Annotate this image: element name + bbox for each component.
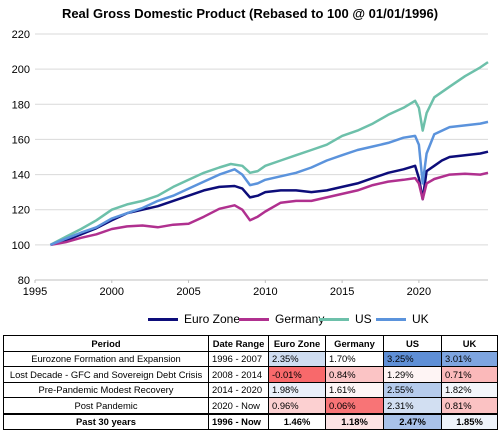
growth-value-cell: 1.46%: [268, 412, 326, 430]
date-range-cell: 2014 - 2020: [208, 381, 269, 398]
growth-value-cell: 1.61%: [325, 381, 384, 398]
growth-value-cell: 0.96%: [268, 397, 326, 414]
legend-label: UK: [412, 312, 429, 326]
legend-item-us: US: [319, 312, 372, 326]
growth-value-cell: 0.81%: [441, 397, 498, 414]
table-row: Pre-Pandemic Modest Recovery 2014 - 2020 1…: [3, 381, 498, 398]
series-line-germany: [50, 171, 489, 247]
x-tick-label: 2000: [100, 286, 124, 298]
legend-label: Germany: [275, 312, 325, 326]
period-cell: Post Pandemic: [3, 397, 209, 414]
period-cell: Past 30 years: [3, 412, 209, 430]
chart-title: Real Gross Domestic Product (Rebased to …: [61, 6, 439, 21]
growth-value-cell: 1.29%: [383, 366, 442, 383]
header-euro-zone: Euro Zone: [268, 335, 326, 352]
legend-item-euro-zone: Euro Zone: [148, 312, 240, 326]
date-range-cell: 1996 - 2007: [208, 350, 269, 367]
growth-value-cell: 0.71%: [441, 366, 498, 383]
y-tick-label: 120: [12, 205, 30, 217]
y-tick-label: 160: [12, 134, 30, 146]
table-row: Eurozone Formation and Expansion 1996 - 2…: [3, 350, 498, 367]
y-tick-label: 80: [18, 275, 30, 287]
growth-value-cell: 2.35%: [268, 350, 326, 367]
table-row: Post Pandemic 2020 - Now 0.96% 0.06% 2.31% 0.…: [3, 397, 498, 414]
period-cell: Lost Decade - GFC and Sovereign Debt Cri…: [3, 366, 209, 383]
date-range-cell: 2020 - Now: [208, 397, 269, 414]
legend-label: US: [355, 312, 372, 326]
legend-label: Euro Zone: [184, 312, 241, 326]
growth-value-cell: 1.98%: [268, 381, 326, 398]
growth-value-cell: 0.84%: [325, 366, 384, 383]
growth-value-cell: 1.18%: [325, 412, 384, 430]
y-tick-label: 100: [12, 240, 30, 252]
growth-value-cell: 2.55%: [383, 381, 442, 398]
header-us: US: [383, 335, 442, 352]
growth-value-cell: 2.31%: [383, 397, 442, 414]
period-cell: Pre-Pandemic Modest Recovery: [3, 381, 209, 398]
x-tick-label: 2020: [407, 286, 431, 298]
table-row: Lost Decade - GFC and Sovereign Debt Cri…: [3, 366, 498, 383]
growth-value-cell: 3.25%: [383, 350, 442, 367]
date-range-cell: 1996 - Now: [208, 412, 269, 430]
series-line-us: [49, 61, 489, 247]
table-header-row: Period Date Range Euro Zone Germany US U…: [3, 335, 498, 352]
y-tick-label: 200: [12, 64, 30, 76]
series-line-euro-zone: [50, 150, 489, 247]
growth-value-cell: 1.70%: [325, 350, 384, 367]
x-tick-label: 2005: [176, 286, 200, 298]
table-total-row: Past 30 years 1996 - Now 1.46% 1.18% 2.47% 1.…: [3, 412, 498, 430]
line-chart: 80 100 120 140 160 180 200 220 1995 2000 2005 2010 2…: [12, 29, 489, 298]
x-tick-label: 1995: [23, 286, 47, 298]
legend-swatch: [376, 317, 406, 321]
date-range-cell: 2008 - 2014: [208, 366, 269, 383]
growth-rate-table: Period Date Range Euro Zone Germany US U…: [3, 335, 498, 430]
growth-value-cell: 1.85%: [441, 412, 498, 430]
growth-value-cell: 0.06%: [325, 397, 384, 414]
header-date-range: Date Range: [208, 335, 269, 352]
chart-legend: Euro Zone Germany US UK: [0, 312, 500, 328]
y-tick-label: 220: [12, 29, 30, 41]
growth-value-cell: 2.47%: [383, 412, 442, 430]
legend-item-uk: UK: [376, 312, 429, 326]
header-germany: Germany: [325, 335, 384, 352]
growth-value-cell: -0.01%: [268, 366, 326, 383]
x-tick-label: 2015: [330, 286, 354, 298]
legend-swatch: [319, 317, 349, 321]
header-period: Period: [3, 335, 209, 352]
period-cell: Eurozone Formation and Expansion: [3, 350, 209, 367]
growth-value-cell: 1.82%: [441, 381, 498, 398]
x-tick-label: 2010: [253, 286, 277, 298]
series-line-uk: [49, 120, 489, 247]
legend-item-germany: Germany: [239, 312, 324, 326]
legend-swatch: [148, 317, 178, 321]
growth-value-cell: 3.01%: [441, 350, 498, 367]
y-tick-label: 180: [12, 99, 30, 111]
y-tick-label: 140: [12, 170, 30, 182]
legend-swatch: [239, 317, 269, 321]
header-uk: UK: [441, 335, 498, 352]
